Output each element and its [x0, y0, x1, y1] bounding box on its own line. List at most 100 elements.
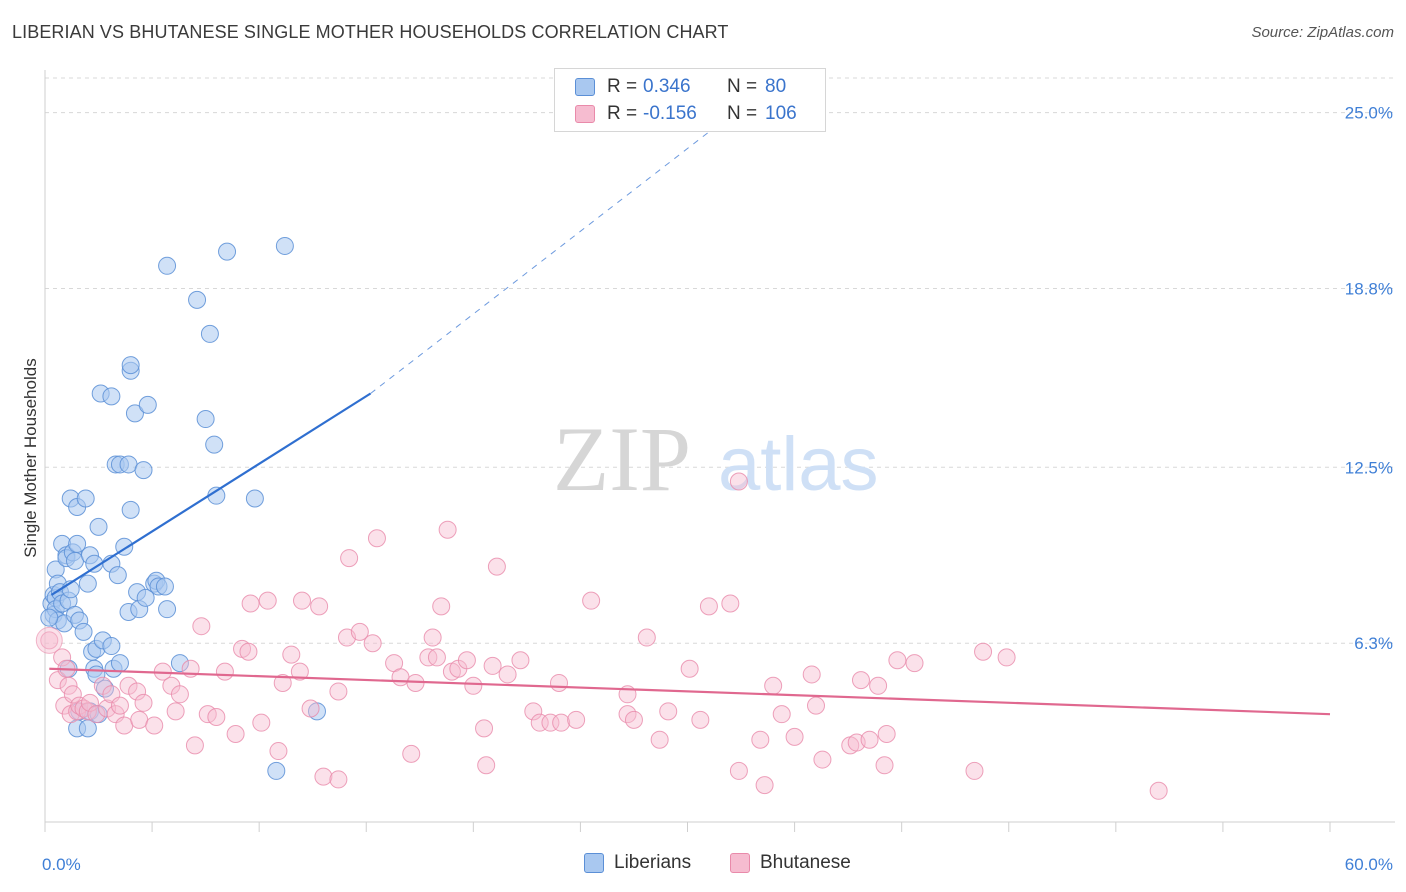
series-legend: Liberians Bhutanese [0, 852, 1406, 878]
bhutanese-point [772, 705, 791, 724]
r-value: -0.156 [643, 103, 697, 124]
liberian-point [119, 455, 138, 474]
bhutanese-point [477, 756, 496, 775]
bhutanese-point [721, 594, 740, 613]
bhutanese-point [290, 662, 309, 681]
r-label: R = [607, 76, 638, 97]
trend-lines [49, 115, 1331, 716]
bhutanese-point [860, 730, 879, 749]
bhutanese-point [785, 727, 804, 746]
bhutanese-point [877, 725, 896, 744]
bhutanese-point [888, 651, 907, 670]
liberian-swatch [575, 78, 595, 96]
liberian-point [78, 574, 97, 593]
bhutanese-point [207, 708, 226, 727]
bhutanese-point [475, 719, 494, 738]
bhutanese-point [498, 665, 517, 684]
bhutanese-point [423, 628, 442, 647]
y-axis-label: Single Mother Households [21, 358, 40, 557]
liberian-point [40, 608, 59, 627]
gridlines [45, 77, 1395, 644]
liberian-point [110, 654, 129, 673]
bhutanese-point [869, 676, 888, 695]
bhutanese-point [185, 736, 204, 755]
bhutanese-point [130, 710, 149, 729]
watermark-atlas: atlas [718, 422, 879, 507]
legend-row-liberians: R = 0.346 N = 80 [575, 74, 786, 100]
bhutanese-points [35, 472, 1168, 800]
liberian-point [76, 489, 95, 508]
bhutanese-point [367, 529, 386, 548]
correlation-legend: R = 0.346 N = 80 R = -0.156 N = 106 [554, 68, 826, 132]
bhutanese-point [293, 591, 311, 610]
liberian-point [245, 489, 264, 508]
bhutanese-point [301, 699, 320, 718]
bhutanese-point [282, 645, 301, 664]
bhutanese-point [807, 696, 825, 715]
bhutanese-point [1149, 781, 1168, 800]
r-value: 0.346 [643, 76, 691, 97]
bhutanese-point [340, 549, 359, 568]
y-tick-label: 18.8% [1345, 280, 1393, 299]
bhutanese-point [226, 725, 245, 744]
bhutanese-point [552, 713, 571, 732]
liberian-point [188, 290, 207, 309]
watermark: ZIP atlas [553, 408, 879, 510]
liberian-point [89, 517, 108, 536]
bhutanese-point [166, 702, 185, 721]
bhutanese-point [751, 730, 770, 749]
bhutanese-point [314, 767, 333, 786]
bhutanese-point [258, 591, 277, 610]
axes [44, 70, 1395, 832]
bhutanese-point [699, 597, 718, 616]
liberian-point [74, 622, 93, 641]
bhutanese-point [119, 676, 138, 695]
bhutanese-point [350, 622, 369, 641]
bhutanese-point [115, 716, 134, 735]
liberian-point [65, 551, 84, 570]
liberian-point [68, 534, 87, 553]
chart-title: LIBERIAN VS BHUTANESE SINGLE MOTHER HOUS… [12, 22, 729, 42]
liberian-trend-line [50, 392, 372, 596]
liberian-point [102, 637, 121, 656]
bhutanese-point [427, 648, 446, 667]
bhutanese-swatch [575, 105, 595, 123]
liberian-point [196, 410, 215, 429]
bhutanese-point [53, 648, 72, 667]
bhutanese-point [550, 673, 568, 692]
legend-item-liberians[interactable]: Liberians [584, 852, 691, 874]
bhutanese-point [215, 662, 234, 681]
bhutanese-trend-line [49, 667, 1331, 716]
liberian-point [136, 588, 155, 607]
bhutanese-point [363, 634, 382, 653]
x-tick-label: 60.0% [1345, 855, 1393, 874]
bhutanese-point [170, 685, 189, 704]
bhutanese-point [432, 597, 451, 616]
liberian-point [275, 236, 294, 255]
liberian-point [200, 324, 219, 343]
n-label: N = [727, 76, 758, 97]
bhutanese-point [997, 648, 1016, 667]
bhutanese-point [582, 591, 601, 610]
liberian-point [134, 461, 153, 480]
liberian-point [121, 500, 140, 519]
bhutanese-point [391, 668, 410, 687]
bhutanese-point [402, 744, 421, 763]
bhutanese-point [905, 654, 924, 673]
legend-item-bhutanese[interactable]: Bhutanese [730, 852, 851, 874]
liberian-trend-extension [370, 115, 731, 394]
bhutanese-point [40, 631, 59, 650]
bhutanese-point-large [35, 626, 63, 654]
bhutanese-point [269, 742, 288, 761]
bhutanese-point [252, 713, 271, 732]
legend-row-bhutanese: R = -0.156 N = 106 [575, 101, 797, 127]
bhutanese-point [680, 659, 699, 678]
bhutanese-point [483, 656, 502, 675]
bhutanese-point [145, 716, 164, 735]
liberian-point [155, 577, 174, 596]
liberian-point [108, 566, 127, 585]
liberian-point [158, 600, 177, 619]
legend-label-bhutanese: Bhutanese [760, 852, 851, 873]
bhutanese-point [764, 676, 783, 695]
liberian-point [102, 387, 121, 406]
